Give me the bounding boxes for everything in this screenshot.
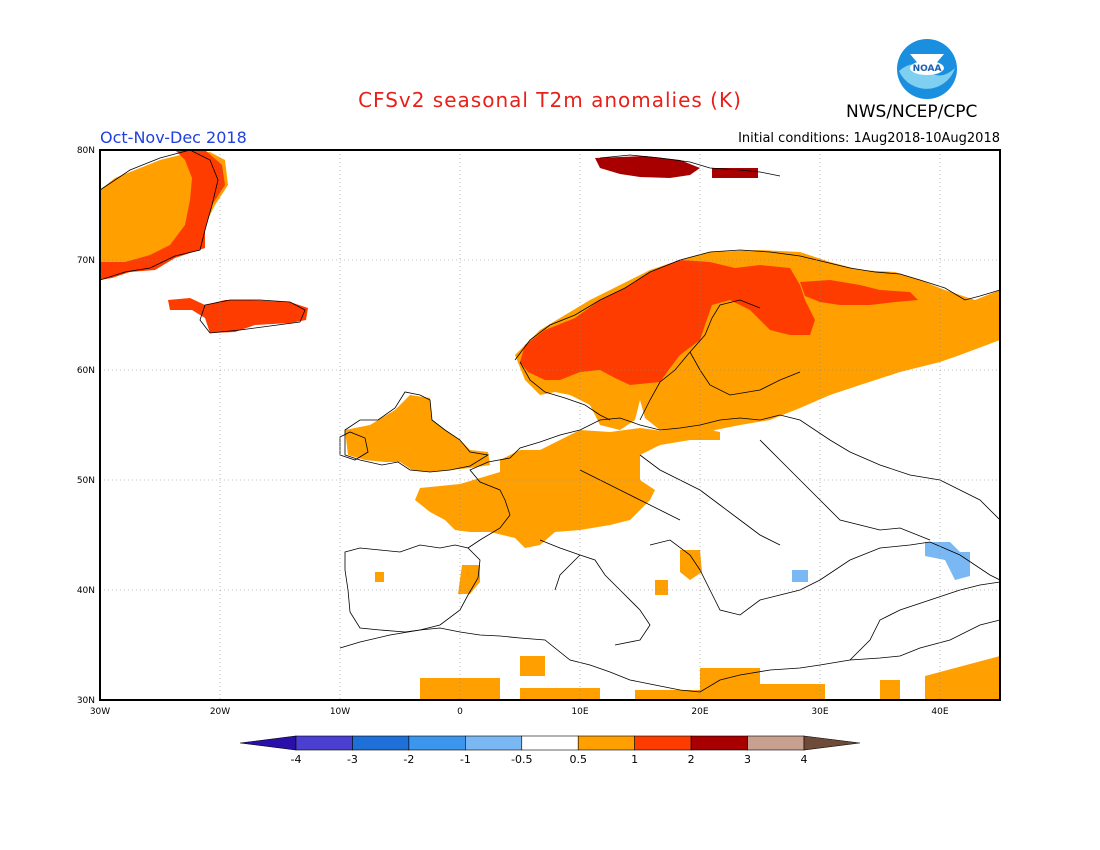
anomaly-fields bbox=[100, 150, 1000, 700]
colorbar-tick-label: 3 bbox=[744, 753, 751, 766]
anomaly-iceland bbox=[168, 298, 308, 333]
anomaly-egypt bbox=[635, 690, 700, 700]
lon-label-20w: 20W bbox=[210, 707, 230, 717]
lat-label-30n: 30N bbox=[77, 696, 95, 706]
anomaly-greenland-hot bbox=[100, 150, 225, 280]
colorbar-box bbox=[295, 735, 353, 751]
lon-labels: 30W 20W 10W 0 10E 20E 30E 40E bbox=[90, 707, 949, 717]
colorbar-tick-label: -1 bbox=[460, 753, 471, 766]
lon-label-20e: 20E bbox=[691, 707, 708, 717]
lon-label-40e: 40E bbox=[931, 707, 948, 717]
anomaly-mideast-3 bbox=[925, 656, 1000, 700]
lon-label-30e: 30E bbox=[811, 707, 828, 717]
anomaly-corsica-spot bbox=[655, 580, 668, 595]
colorbar-box bbox=[634, 735, 692, 751]
anomaly-turkey-cool bbox=[792, 570, 808, 582]
colorbar-tick-label: -4 bbox=[291, 753, 302, 766]
anomaly-kola-hot bbox=[800, 280, 918, 305]
lat-label-70n: 70N bbox=[77, 256, 95, 266]
lat-label-50n: 50N bbox=[77, 476, 95, 486]
colorbar-tick-label: 1 bbox=[631, 753, 638, 766]
agency-label: NWS/NCEP/CPC bbox=[846, 102, 978, 122]
lat-label-80n: 80N bbox=[77, 146, 95, 156]
colorbar-min-arrow bbox=[239, 735, 297, 751]
lon-label-30w: 30W bbox=[90, 707, 110, 717]
colorbar-tick-label: -0.5 bbox=[511, 753, 532, 766]
anomaly-central-europe bbox=[415, 428, 720, 548]
anomaly-libya-2 bbox=[520, 656, 545, 676]
lat-label-60n: 60N bbox=[77, 366, 95, 376]
colorbar-tick-label: 4 bbox=[801, 753, 808, 766]
initial-conditions: Initial conditions: 1Aug2018-10Aug2018 bbox=[738, 131, 1000, 146]
anomaly-scandinavia-hot bbox=[520, 260, 815, 385]
lon-label-0: 0 bbox=[457, 707, 463, 717]
colorbar-box bbox=[747, 735, 805, 751]
anomaly-libya-1 bbox=[520, 688, 600, 700]
colorbar-tick-label: -3 bbox=[347, 753, 358, 766]
lat-label-40n: 40N bbox=[77, 586, 95, 596]
anomaly-north-africa bbox=[420, 678, 500, 700]
colorbar-box bbox=[352, 735, 410, 751]
colorbar-tick-label: -2 bbox=[403, 753, 414, 766]
anomaly-iberia-spot bbox=[458, 565, 480, 594]
noaa-logo: NOAA bbox=[897, 39, 957, 99]
gridlines bbox=[100, 150, 1000, 700]
anomaly-caucasus-cool bbox=[925, 542, 970, 580]
colorbar: -4 -3 -2 -1 -0.5 0.5 1 2 3 4 bbox=[239, 735, 861, 766]
map-frame bbox=[99, 149, 1001, 701]
anomaly-mideast-1 bbox=[760, 684, 825, 700]
colorbar-tick-label: 0.5 bbox=[569, 753, 587, 766]
forecast-period: Oct-Nov-Dec 2018 bbox=[100, 128, 247, 147]
colorbar-box bbox=[690, 735, 748, 751]
coastlines bbox=[100, 150, 1000, 693]
colorbar-tick-label: 2 bbox=[688, 753, 695, 766]
anomaly-svalbard bbox=[595, 156, 700, 178]
map-title: CFSv2 seasonal T2m anomalies (K) bbox=[358, 88, 742, 112]
colorbar-box bbox=[521, 735, 579, 751]
lat-labels: 80N 70N 60N 50N 40N 30N bbox=[77, 146, 95, 706]
anomaly-portugal-spot bbox=[375, 572, 384, 582]
logo-text: NOAA bbox=[913, 64, 942, 74]
colorbar-box bbox=[465, 735, 523, 751]
anomaly-britain bbox=[345, 395, 490, 472]
colorbar-box bbox=[577, 735, 635, 751]
lon-label-10w: 10W bbox=[330, 707, 350, 717]
lon-label-10e: 10E bbox=[571, 707, 588, 717]
anomaly-egypt-2 bbox=[700, 668, 760, 700]
anomaly-mideast-2 bbox=[880, 680, 900, 700]
colorbar-max-arrow bbox=[803, 735, 861, 751]
anomaly-balkan-spot bbox=[680, 550, 702, 580]
colorbar-box bbox=[408, 735, 466, 751]
